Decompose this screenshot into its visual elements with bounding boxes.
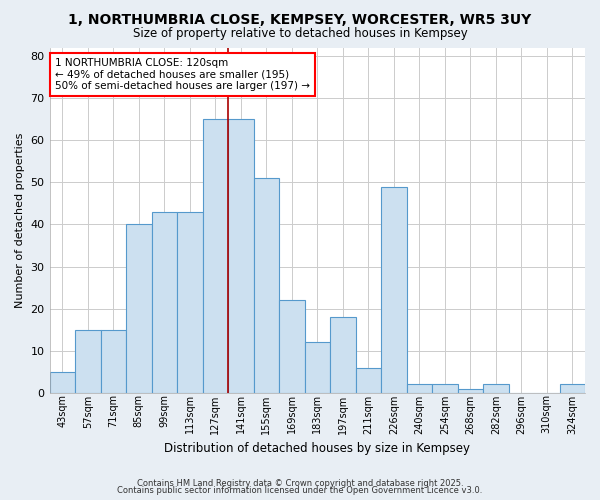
Bar	[50, 372, 75, 393]
Bar	[305, 342, 330, 393]
Text: Contains HM Land Registry data © Crown copyright and database right 2025.: Contains HM Land Registry data © Crown c…	[137, 478, 463, 488]
Bar	[381, 186, 407, 393]
X-axis label: Distribution of detached houses by size in Kempsey: Distribution of detached houses by size …	[164, 442, 470, 455]
Bar	[254, 178, 279, 393]
Bar	[407, 384, 432, 393]
Bar	[560, 384, 585, 393]
Bar	[203, 119, 228, 393]
Text: Size of property relative to detached houses in Kempsey: Size of property relative to detached ho…	[133, 28, 467, 40]
Bar	[356, 368, 381, 393]
Bar	[152, 212, 177, 393]
Text: Contains public sector information licensed under the Open Government Licence v3: Contains public sector information licen…	[118, 486, 482, 495]
Text: 1 NORTHUMBRIA CLOSE: 120sqm
← 49% of detached houses are smaller (195)
50% of se: 1 NORTHUMBRIA CLOSE: 120sqm ← 49% of det…	[55, 58, 310, 91]
Bar	[126, 224, 152, 393]
Bar	[177, 212, 203, 393]
Bar	[330, 317, 356, 393]
Text: 1, NORTHUMBRIA CLOSE, KEMPSEY, WORCESTER, WR5 3UY: 1, NORTHUMBRIA CLOSE, KEMPSEY, WORCESTER…	[68, 12, 532, 26]
Bar	[228, 119, 254, 393]
Bar	[75, 330, 101, 393]
Y-axis label: Number of detached properties: Number of detached properties	[15, 132, 25, 308]
Bar	[458, 388, 483, 393]
Bar	[101, 330, 126, 393]
Bar	[279, 300, 305, 393]
Bar	[432, 384, 458, 393]
Bar	[483, 384, 509, 393]
